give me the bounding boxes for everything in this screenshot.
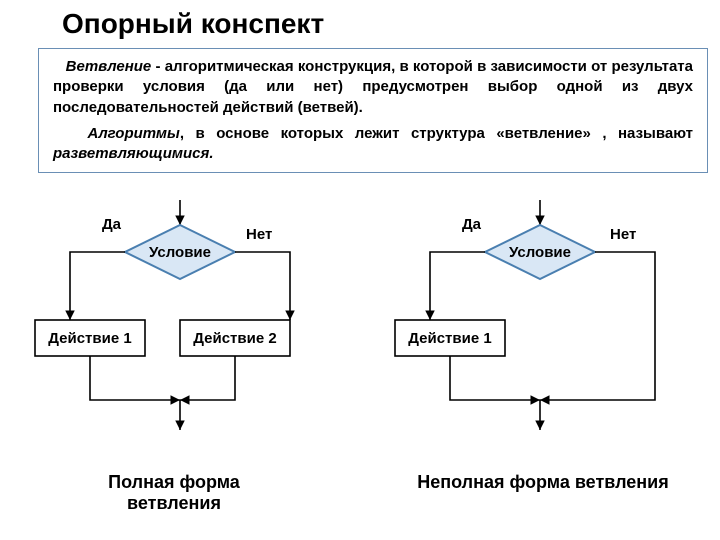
- page-title: Опорный конспект: [62, 8, 324, 40]
- svg-text:Действие 1: Действие 1: [48, 330, 131, 347]
- definition-p2-suffix: разветвляющимися.: [53, 145, 214, 162]
- caption-full: Полная форма ветвления: [64, 472, 284, 514]
- svg-text:Действие 1: Действие 1: [408, 330, 491, 347]
- definition-p2: Алгоритмы, в основе которых лежит структ…: [53, 124, 693, 165]
- full-yes-label: Да: [102, 216, 121, 233]
- definition-p2-mid: , в основе которых лежит структура «ветв…: [180, 125, 693, 142]
- svg-text:Условие: Условие: [149, 244, 211, 261]
- partial-yes-label: Да: [462, 216, 481, 233]
- definition-p1-term: Ветвление: [66, 58, 152, 75]
- definition-p2-term: Алгоритмы: [87, 125, 179, 142]
- full-no-label: Нет: [246, 226, 272, 243]
- definition-p1: Ветвление - алгоритмическая конструкция,…: [53, 57, 693, 118]
- definition-box: Ветвление - алгоритмическая конструкция,…: [38, 48, 708, 173]
- caption-partial: Неполная форма ветвления: [378, 472, 708, 493]
- svg-text:Условие: Условие: [509, 244, 571, 261]
- partial-no-label: Нет: [610, 226, 636, 243]
- svg-text:Действие 2: Действие 2: [193, 330, 276, 347]
